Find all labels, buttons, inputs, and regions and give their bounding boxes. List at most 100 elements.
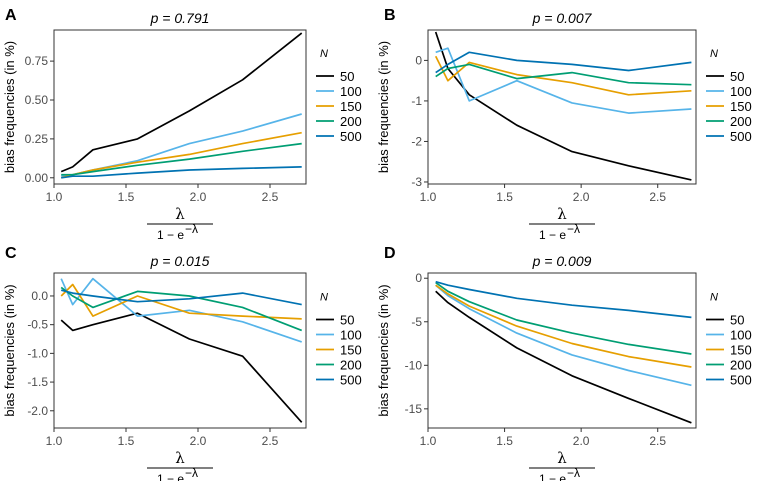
y-axis-label: bias frequencies (in %) [2, 41, 17, 173]
legend-label-500: 500 [340, 129, 362, 144]
y-tick-label: 0 [415, 53, 422, 67]
panel-title: p = 0.791 [150, 10, 210, 26]
x-axis-label: λ 1 − e −λ [529, 449, 595, 481]
legend-label-200: 200 [730, 114, 752, 129]
legend-label-100: 100 [340, 328, 362, 343]
x-label-denominator: 1 − e [157, 228, 184, 242]
legend-title: N [710, 48, 718, 60]
series-line-500 [435, 280, 692, 319]
x-tick-label: 1.0 [420, 190, 437, 204]
x-tick-label: 2.5 [649, 434, 666, 448]
x-label-numerator: λ [557, 449, 567, 467]
series-line-100 [435, 47, 692, 114]
series-line-150 [435, 284, 692, 368]
legend-title: N [320, 292, 328, 304]
y-axis-label: bias frequencies (in %) [376, 284, 391, 416]
x-label-denominator: 1 − e [539, 228, 566, 242]
series-line-200 [60, 286, 303, 332]
x-tick-label: 1.0 [420, 434, 437, 448]
x-tick-label: 1.0 [46, 190, 63, 204]
y-tick-label: 0.50 [25, 93, 49, 107]
series-line-50 [60, 32, 303, 173]
x-label-denominator: 1 − e [539, 472, 566, 481]
series-line-150 [60, 283, 302, 320]
x-label-denominator-exponent: −λ [567, 222, 580, 236]
legend-label-50: 50 [340, 313, 354, 328]
x-label-numerator: λ [175, 449, 185, 467]
y-tick-label: -2.0 [27, 404, 48, 418]
plot-frame [427, 29, 697, 185]
y-tick-label: -10 [405, 358, 423, 372]
x-label-numerator: λ [557, 205, 567, 223]
legend-label-500: 500 [730, 129, 752, 144]
x-label-denominator: 1 − e [157, 472, 184, 481]
x-tick-label: 1.0 [46, 434, 63, 448]
y-tick-label: -15 [405, 402, 423, 416]
x-label-numerator: λ [175, 205, 185, 223]
panel-title: p = 0.009 [532, 253, 592, 269]
series-line-500 [61, 166, 302, 179]
legend-label-50: 50 [730, 313, 744, 328]
series-line-100 [60, 277, 302, 343]
x-tick-label: 2.5 [262, 434, 279, 448]
series-line-500 [60, 289, 302, 306]
legend-label-500: 500 [730, 373, 752, 388]
x-tick-label: 2.0 [573, 190, 590, 204]
y-axis-label: bias frequencies (in %) [376, 41, 391, 173]
series-line-100 [435, 284, 692, 387]
panel-letter: B [384, 7, 396, 24]
x-axis-label: λ 1 − e −λ [529, 205, 595, 242]
y-tick-label: 0.00 [25, 171, 49, 185]
legend-label-50: 50 [340, 69, 354, 84]
x-tick-label: 2.0 [573, 434, 590, 448]
plot-frame [53, 29, 307, 185]
y-tick-label: -1 [411, 94, 422, 108]
series-line-200 [435, 63, 692, 86]
legend-title: N [320, 48, 328, 60]
legend-label-150: 150 [340, 99, 362, 114]
legend-label-50: 50 [730, 69, 744, 84]
panel-title: p = 0.015 [150, 253, 210, 269]
legend-label-100: 100 [730, 84, 752, 99]
x-tick-label: 2.5 [649, 190, 666, 204]
y-tick-label: -2 [411, 134, 422, 148]
x-tick-label: 2.0 [190, 190, 207, 204]
series-line-200 [61, 142, 302, 176]
series-line-50 [435, 290, 692, 424]
panel-title: p = 0.007 [532, 10, 593, 26]
y-tick-label: 0.25 [25, 132, 49, 146]
y-tick-label: -1.0 [27, 346, 48, 360]
legend-label-200: 200 [340, 114, 362, 129]
x-axis-label: λ 1 − e −λ [147, 205, 213, 242]
y-tick-label: -5 [411, 315, 422, 329]
x-tick-label: 2.0 [190, 434, 207, 448]
x-label-denominator-exponent: −λ [567, 466, 580, 480]
legend-label-150: 150 [340, 343, 362, 358]
legend-title: N [710, 292, 718, 304]
x-tick-label: 1.5 [496, 190, 513, 204]
legend-label-500: 500 [340, 373, 362, 388]
legend-label-150: 150 [730, 99, 752, 114]
x-tick-label: 2.5 [262, 190, 279, 204]
y-tick-label: -3 [411, 175, 422, 189]
series-line-150 [434, 55, 692, 96]
panel-letter: A [5, 7, 17, 24]
x-label-denominator-exponent: −λ [185, 222, 198, 236]
y-tick-label: 0.75 [25, 54, 49, 68]
legend-label-150: 150 [730, 343, 752, 358]
legend-label-100: 100 [340, 84, 362, 99]
y-tick-label: 0.0 [31, 289, 48, 303]
series-line-500 [435, 51, 692, 74]
y-tick-label: -1.5 [27, 375, 48, 389]
legend-label-200: 200 [340, 358, 362, 373]
legend-label-200: 200 [730, 358, 752, 373]
y-axis-label: bias frequencies (in %) [2, 284, 17, 416]
x-label-denominator-exponent: −λ [185, 466, 198, 480]
legend-label-100: 100 [730, 328, 752, 343]
panel-letter: C [5, 245, 17, 262]
y-tick-label: -0.5 [27, 318, 48, 332]
